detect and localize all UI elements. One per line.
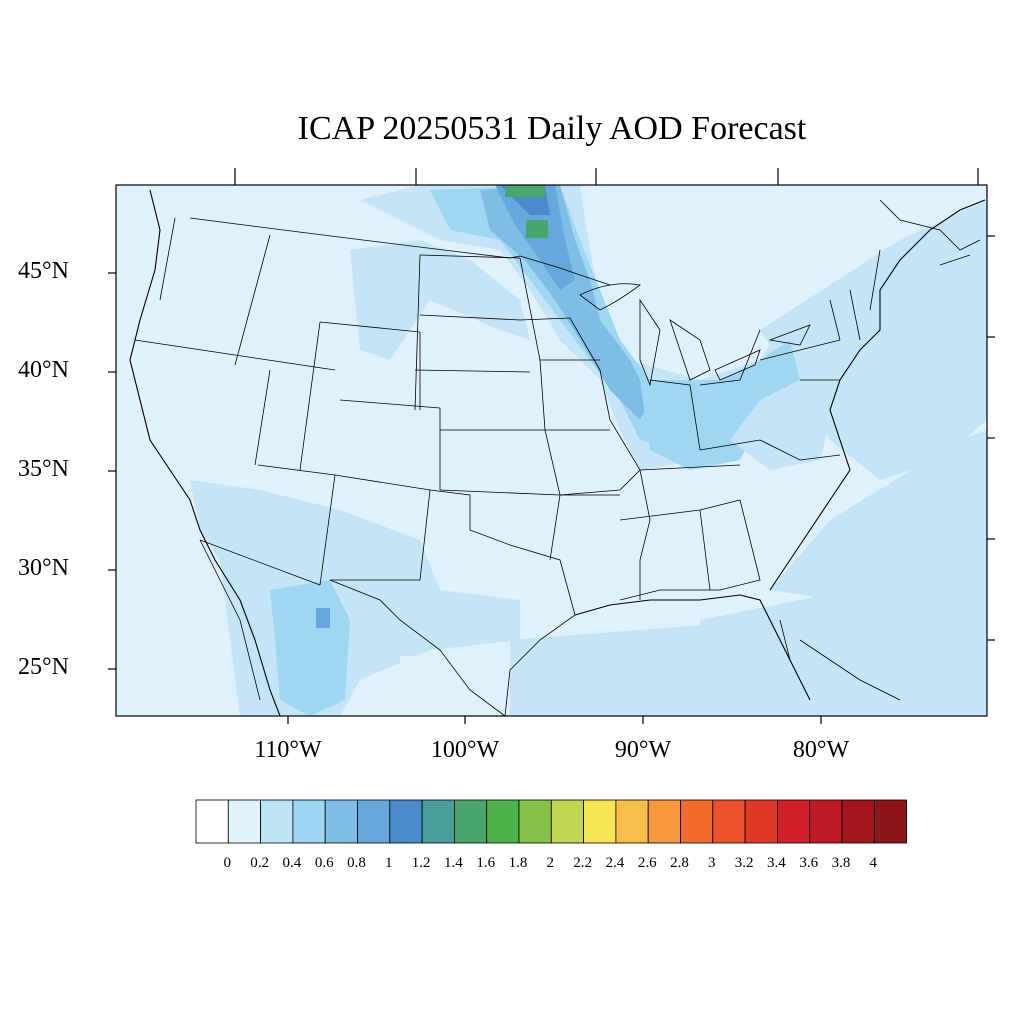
colorbar-tick-label: 1.2 [411, 855, 431, 871]
colorbar-swatch [680, 799, 714, 844]
lon-label-100w: 100°W [430, 737, 500, 763]
colorbar-tick-label: 0.8 [347, 855, 366, 871]
colorbar-swatch [389, 799, 423, 844]
aod-field [116, 185, 987, 716]
colorbar-tick-label: 2 [546, 855, 555, 871]
colorbar-tick-label: 1.8 [508, 855, 528, 871]
colorbar-swatch [550, 799, 584, 844]
lat-label-30: 30°N [18, 555, 69, 581]
colorbar-swatch [647, 799, 681, 844]
colorbar-tick-label: 2.2 [573, 855, 592, 871]
colorbar-tick-label: 2.4 [605, 855, 625, 871]
lat-label-45: 45°N [18, 258, 69, 284]
colorbar-swatch [357, 799, 391, 844]
lat-label-25: 25°N [18, 654, 69, 680]
colorbar-swatch [809, 799, 843, 844]
colorbar-swatch [227, 799, 262, 844]
colorbar-swatch [260, 799, 294, 844]
colorbar-tick-label: 3 [708, 855, 716, 871]
colorbar-tick-label: 3.2 [734, 855, 754, 871]
colorbar [195, 799, 907, 844]
lat-label-35: 35°N [18, 456, 69, 482]
colorbar-tick-label: 0 [223, 855, 232, 871]
colorbar-swatch [777, 799, 811, 844]
lon-label-110w: 110°W [254, 737, 322, 763]
lat-label-40: 40°N [18, 357, 69, 383]
colorbar-swatch [486, 799, 520, 844]
axis-ticks [108, 168, 995, 724]
colorbar-swatch [712, 799, 746, 844]
map-frame [115, 184, 988, 717]
colorbar-swatch [873, 799, 907, 844]
colorbar-swatch [453, 799, 488, 844]
lon-label-90w: 90°W [614, 737, 672, 763]
colorbar-tick-label: 2.6 [637, 855, 657, 871]
colorbar-tick-label: 0.2 [250, 855, 269, 871]
colorbar-swatch [292, 799, 326, 844]
colorbar-swatch [518, 799, 552, 844]
state-boundaries [129, 189, 986, 716]
colorbar-swatch [841, 799, 875, 844]
lon-label-80w: 80°W [792, 737, 850, 763]
colorbar-swatch [421, 799, 455, 844]
colorbar-tick-label: 4 [869, 855, 878, 871]
colorbar-tick-label: 0.6 [314, 855, 334, 871]
colorbar-swatch [615, 799, 649, 844]
colorbar-tick-label: 3.4 [767, 855, 786, 871]
colorbar-tick-label: 0.4 [282, 855, 302, 871]
map-title: ICAP 20250531 Daily AOD Forecast [297, 110, 807, 147]
colorbar-swatch [324, 799, 358, 844]
colorbar-tick-label: 3.8 [831, 855, 851, 871]
colorbar-swatch [195, 799, 229, 844]
colorbar-tick-label: 3.6 [799, 855, 819, 871]
colorbar-tick-label: 1.6 [476, 855, 496, 871]
colorbar-tick-label: 2.8 [670, 855, 689, 871]
colorbar-swatch [744, 799, 778, 844]
colorbar-tick-label: 1.4 [444, 855, 463, 871]
colorbar-swatch [583, 799, 617, 844]
colorbar-tick-label: 1 [385, 855, 393, 871]
